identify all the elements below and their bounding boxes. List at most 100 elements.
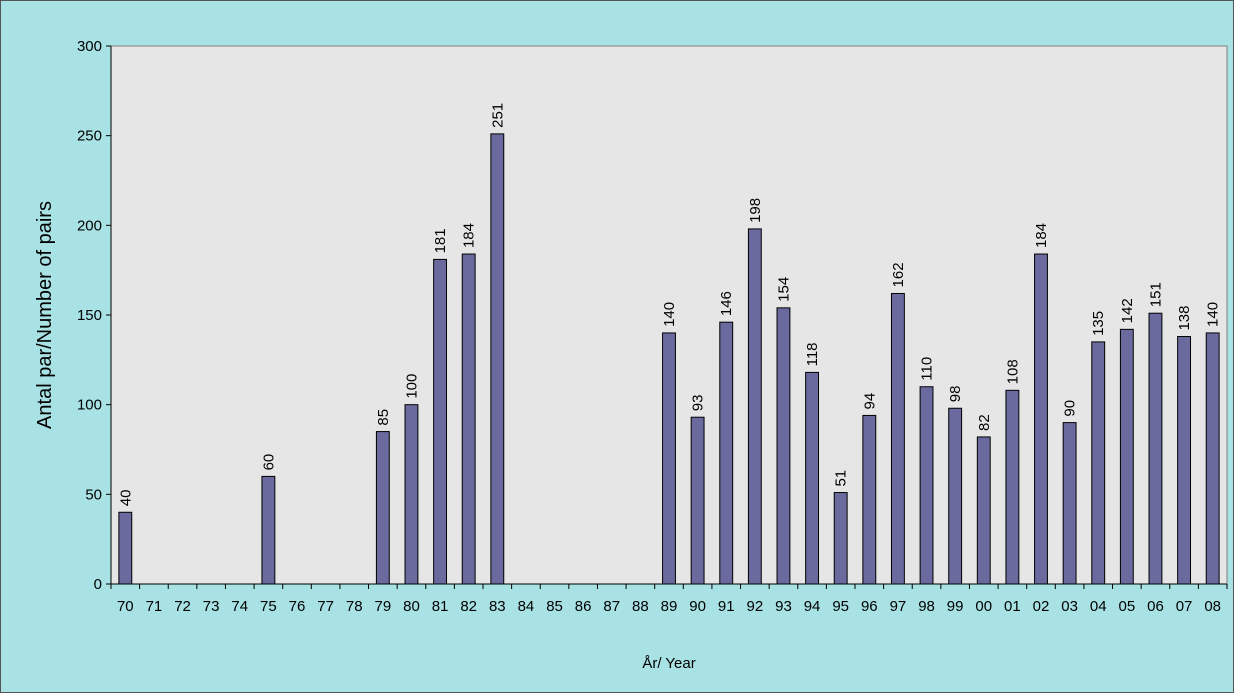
value-label-83: 251 [489, 103, 506, 128]
x-axis-title: År/ Year [642, 655, 695, 672]
value-label-94: 118 [804, 342, 821, 366]
bar-04 [1091, 341, 1106, 585]
value-label-95: 51 [833, 470, 850, 487]
value-label-00: 82 [976, 414, 993, 431]
x-tick-label: 00 [975, 598, 992, 615]
x-tick-label: 99 [947, 598, 964, 615]
x-tick-label: 73 [203, 598, 220, 615]
y-axis-title: Antal par/Number of pairs [34, 201, 56, 429]
bar-99 [948, 407, 963, 585]
x-tick-label: 97 [890, 598, 907, 615]
bar-80 [404, 404, 419, 585]
bar-89 [662, 332, 676, 585]
x-tick-label: 84 [518, 598, 535, 615]
x-tick-label: 72 [174, 598, 191, 615]
x-tick-label: 78 [346, 598, 363, 615]
bar-01 [1005, 389, 1020, 585]
bar-97 [890, 292, 905, 585]
value-label-98: 110 [919, 357, 936, 381]
x-tick-label: 90 [689, 598, 706, 615]
x-tick-label: 88 [632, 598, 649, 615]
y-tick-label: 200 [77, 217, 102, 234]
bar-08 [1205, 332, 1220, 585]
x-tick-label: 05 [1119, 598, 1136, 615]
value-label-80: 100 [403, 374, 420, 399]
x-tick-label: 91 [718, 598, 735, 615]
x-tick-label: 01 [1004, 598, 1021, 615]
bar-93 [776, 307, 791, 585]
x-tick-label: 76 [289, 598, 306, 615]
value-label-06: 151 [1147, 282, 1164, 307]
value-label-08: 140 [1205, 302, 1222, 327]
value-label-91: 146 [718, 291, 735, 316]
bar-96 [862, 414, 877, 585]
value-label-70: 40 [117, 490, 134, 507]
value-label-97: 162 [890, 262, 907, 287]
x-axis-ticks: 70 71 72 73 74 75 76 77 78 79 80 81 82 83 84 85 86 87 88 89… [110, 584, 1228, 615]
x-tick-label: 04 [1090, 598, 1107, 615]
bar-02 [1034, 253, 1048, 585]
y-axis-ticks: 0 50 100 150 200 250 300 [77, 38, 111, 593]
x-tick-label: 94 [804, 598, 821, 615]
x-tick-label: 93 [775, 598, 792, 615]
value-label-92: 198 [747, 198, 764, 223]
x-tick-label: 79 [375, 598, 392, 615]
x-tick-label: 08 [1204, 598, 1221, 615]
value-label-75: 60 [260, 454, 277, 471]
bar-94 [805, 371, 820, 585]
value-label-82: 184 [461, 223, 478, 248]
x-tick-label: 85 [546, 598, 563, 615]
bar-98 [919, 386, 934, 585]
x-tick-label: 80 [403, 598, 420, 615]
x-tick-label: 06 [1147, 598, 1164, 615]
bar-06 [1148, 312, 1163, 585]
y-tick-label: 150 [77, 307, 102, 324]
bar-75 [261, 475, 276, 585]
bar-79 [375, 431, 390, 585]
value-label-05: 142 [1119, 298, 1136, 323]
value-label-04: 135 [1090, 311, 1107, 336]
value-label-02: 184 [1033, 223, 1050, 248]
bar-91 [719, 321, 734, 585]
y-tick-label: 0 [94, 576, 102, 593]
value-label-96: 94 [861, 393, 878, 410]
bar-81 [433, 258, 448, 585]
x-tick-label: 03 [1061, 598, 1078, 615]
x-tick-label: 92 [747, 598, 764, 615]
y-tick-label: 50 [85, 486, 102, 503]
y-tick-label: 100 [77, 397, 102, 414]
bar-70 [118, 511, 133, 585]
bar-82 [461, 253, 476, 585]
value-label-01: 108 [1004, 359, 1021, 384]
x-tick-label: 83 [489, 598, 506, 615]
x-tick-label: 96 [861, 598, 878, 615]
x-tick-label: 81 [432, 598, 449, 615]
value-label-90: 93 [690, 395, 707, 412]
bar-83 [490, 133, 505, 585]
x-tick-label: 82 [460, 598, 477, 615]
x-tick-label: 70 [117, 598, 134, 615]
x-tick-label: 02 [1033, 598, 1050, 615]
bar-95 [833, 492, 848, 585]
value-label-93: 154 [775, 277, 792, 302]
bar-90 [690, 416, 705, 585]
value-labels: 40 60 85 100 181 184 251 140 93 146 198 154 118 51 94 1… [117, 103, 1221, 506]
x-tick-label: 95 [832, 598, 849, 615]
bar-07 [1177, 336, 1192, 585]
x-tick-label: 87 [603, 598, 620, 615]
x-tick-label: 71 [146, 598, 163, 615]
bar-00 [976, 436, 991, 585]
value-label-89: 140 [661, 302, 678, 327]
x-tick-label: 89 [661, 598, 678, 615]
value-label-79: 85 [375, 409, 392, 426]
x-tick-label: 75 [260, 598, 277, 615]
value-label-81: 181 [432, 228, 449, 253]
bar-03 [1062, 422, 1077, 585]
x-tick-label: 77 [317, 598, 334, 615]
x-tick-label: 07 [1176, 598, 1193, 615]
x-tick-label: 98 [918, 598, 935, 615]
bar-92 [747, 228, 762, 585]
x-tick-label: 74 [231, 598, 248, 615]
